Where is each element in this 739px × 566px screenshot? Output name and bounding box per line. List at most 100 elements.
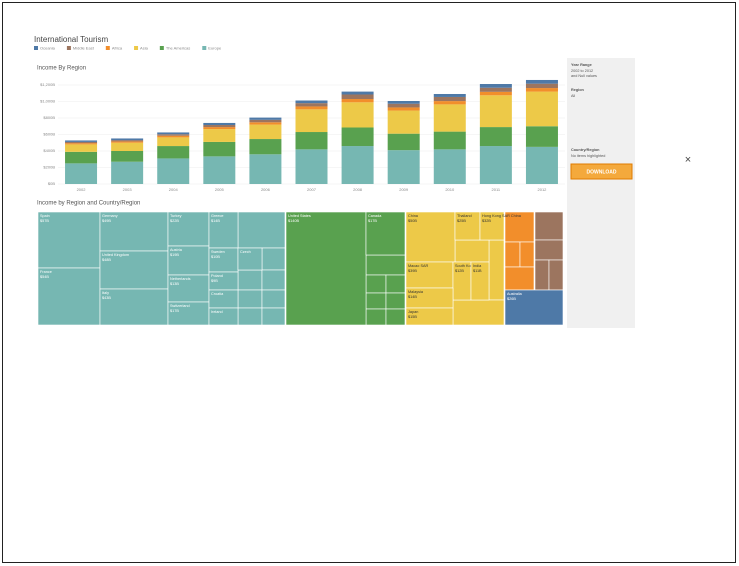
cell-label: Croatia xyxy=(211,292,224,296)
cell-label: Italy xyxy=(102,291,109,295)
treemap-cell xyxy=(454,211,481,241)
cell-label: Ireland xyxy=(211,310,223,314)
cell-value: $9B xyxy=(211,279,218,283)
bar-segment xyxy=(479,84,512,88)
cell-value: $11B xyxy=(473,269,482,273)
cell-label: Malaysia xyxy=(408,290,424,294)
dashboard-title: International Tourism xyxy=(34,35,108,44)
bar-segment xyxy=(157,158,190,184)
bar-segment xyxy=(203,129,236,142)
bar-segment xyxy=(295,109,328,133)
cell-value: $39B xyxy=(408,269,417,273)
y-tick-label: $1,200B xyxy=(40,82,55,87)
treemap-title: Income by Region and Country/Region xyxy=(37,201,140,207)
treemap-cell xyxy=(285,211,367,326)
bar-segment xyxy=(249,154,282,184)
bar-segment xyxy=(111,161,144,184)
x-tick-label: 2009 xyxy=(399,187,409,192)
filter-value: 2002 to 2012 xyxy=(571,69,593,73)
bar-segment xyxy=(157,137,190,147)
treemap-cell xyxy=(452,299,505,326)
legend-label: Africa xyxy=(112,45,123,50)
cell-value: $22B xyxy=(170,219,179,223)
bar-segment xyxy=(65,143,98,145)
treemap-cell xyxy=(237,269,263,291)
filter-label: Year Range xyxy=(571,63,592,67)
bar-segment xyxy=(65,163,98,184)
legend-swatch xyxy=(134,46,139,50)
treemap-cell xyxy=(504,289,564,326)
treemap-cell xyxy=(479,211,505,241)
bar-segment xyxy=(433,131,466,150)
y-tick-label: $1,000B xyxy=(40,99,55,104)
close-button[interactable]: × xyxy=(685,154,691,166)
cell-label: United Kingdom xyxy=(102,253,129,257)
bar-segment xyxy=(249,119,282,123)
x-tick-label: 2012 xyxy=(538,187,548,192)
cell-label: South Korea xyxy=(455,264,477,268)
bar-segment xyxy=(479,87,512,92)
x-tick-label: 2010 xyxy=(445,187,455,192)
cell-value: $32B xyxy=(482,219,491,223)
treemap-cell xyxy=(365,308,387,326)
treemap-cell xyxy=(405,211,456,263)
bar-segment xyxy=(65,140,98,142)
legend-label: Oceania xyxy=(40,45,56,50)
x-tick-label: 2011 xyxy=(492,187,501,192)
cell-label: Greece xyxy=(211,214,223,218)
cell-label: Netherlands xyxy=(170,277,191,281)
cell-value: $54B xyxy=(40,275,49,279)
bar-segment xyxy=(479,146,512,184)
bar-segment xyxy=(387,110,420,134)
bar-segment xyxy=(433,149,466,184)
bar-segment xyxy=(203,122,236,126)
treemap-cell xyxy=(237,307,263,326)
cell-label: Germany xyxy=(102,214,118,218)
cell-label: Austria xyxy=(170,248,183,252)
treemap-cell xyxy=(208,247,239,273)
legend-label: Europe xyxy=(208,45,222,50)
cell-value: $14B xyxy=(408,295,417,299)
x-tick-label: 2005 xyxy=(215,187,225,192)
download-button[interactable] xyxy=(570,163,633,180)
treemap-cell xyxy=(504,266,535,291)
cell-label: Macao SAR xyxy=(408,264,429,268)
bar-segment xyxy=(249,117,282,120)
cell-label: Spain xyxy=(40,214,50,218)
treemap-cell xyxy=(519,241,535,268)
treemap-cell xyxy=(237,289,263,309)
cell-value: $14B xyxy=(211,219,220,223)
bar-segment xyxy=(525,91,558,127)
x-tick-label: 2008 xyxy=(353,187,363,192)
bar-segment xyxy=(295,100,328,104)
button-label[interactable]: DOWNLOAD xyxy=(587,169,617,175)
cell-label: Japan xyxy=(408,310,418,314)
treemap-cell xyxy=(99,250,169,290)
bar-segment xyxy=(341,146,374,184)
x-tick-label: 2006 xyxy=(261,187,271,192)
legend-swatch xyxy=(202,46,207,50)
treemap-cell xyxy=(470,261,490,301)
y-tick-label: $0B xyxy=(48,181,55,186)
bar-segment xyxy=(525,88,558,92)
bar-segment xyxy=(341,102,374,128)
cell-value: $12B xyxy=(455,269,464,273)
bar-segment xyxy=(479,91,512,96)
cell-value: $10B xyxy=(211,255,220,259)
y-tick-label: $600B xyxy=(43,132,55,137)
bar-segment xyxy=(249,139,282,155)
treemap-cell xyxy=(37,267,101,326)
x-tick-label: 2002 xyxy=(77,187,87,192)
cell-label: Australia xyxy=(507,292,523,296)
treemap-cell xyxy=(548,259,564,291)
treemap-cell xyxy=(167,211,210,247)
treemap-cell xyxy=(405,307,454,326)
legend-swatch xyxy=(66,46,71,50)
filter-label: Country/Region xyxy=(571,148,600,152)
bar-segment xyxy=(479,95,512,128)
cell-value: $50B xyxy=(408,219,417,223)
bar-segment xyxy=(65,151,98,164)
cell-label: Poland xyxy=(211,274,223,278)
bar-segment xyxy=(111,141,144,143)
